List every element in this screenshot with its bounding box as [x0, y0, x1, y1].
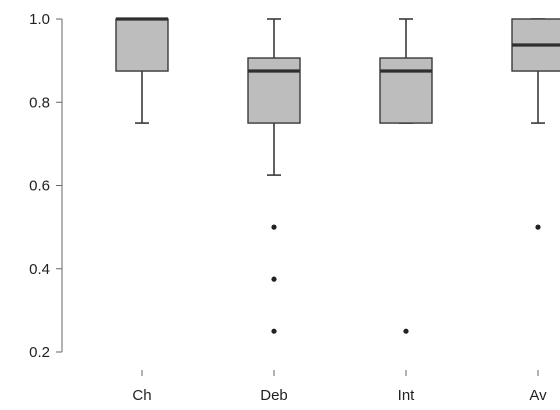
- y-tick-label: 0.2: [29, 344, 50, 361]
- y-tick-label: 0.6: [29, 178, 50, 195]
- outlier-point: [535, 225, 540, 230]
- x-tick-label: Ch: [132, 387, 151, 404]
- y-tick-label: 0.4: [29, 261, 50, 278]
- y-tick-label: 1.0: [29, 11, 50, 28]
- outlier-point: [271, 277, 276, 282]
- outlier-point: [271, 329, 276, 334]
- box-body: [248, 58, 300, 123]
- y-tick-label: 0.8: [29, 94, 50, 111]
- box-body: [380, 58, 432, 123]
- x-tick-label: Deb: [260, 387, 288, 404]
- outlier-point: [403, 329, 408, 334]
- x-tick-label: Int: [398, 387, 416, 404]
- x-tick-label: Av: [529, 387, 547, 404]
- box-body: [116, 19, 168, 71]
- outlier-point: [271, 225, 276, 230]
